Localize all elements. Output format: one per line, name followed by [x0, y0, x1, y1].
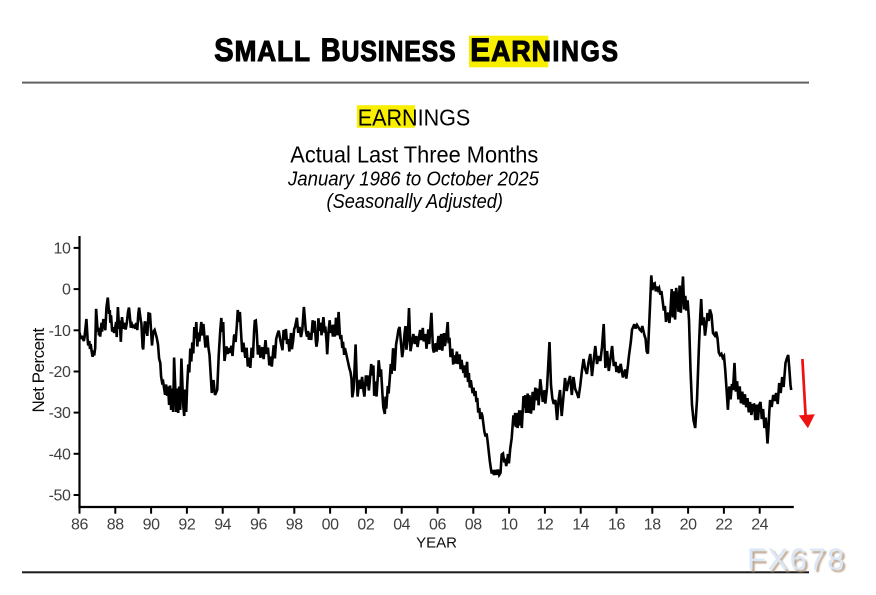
svg-text:INGS: INGS [553, 35, 620, 67]
svg-text:-50: -50 [49, 488, 71, 505]
svg-text:12: 12 [536, 516, 553, 533]
svg-text:-40: -40 [49, 446, 71, 463]
svg-text:EARN: EARN [470, 32, 552, 68]
svg-text:BUSINESS: BUSINESS [321, 33, 457, 68]
svg-text:SMALL: SMALL [214, 33, 311, 69]
svg-text:January 1986 to October 2025: January 1986 to October 2025 [287, 168, 539, 191]
svg-text:98: 98 [286, 516, 303, 533]
svg-text:22: 22 [715, 516, 732, 533]
svg-text:-30: -30 [49, 405, 71, 422]
svg-text:FX678: FX678 [749, 544, 848, 579]
svg-text:EARNINGS: EARNINGS [358, 105, 471, 131]
svg-text:FX678: FX678 [747, 542, 846, 577]
svg-text:92: 92 [178, 516, 195, 533]
svg-text:02: 02 [357, 516, 374, 533]
svg-text:16: 16 [608, 516, 625, 533]
svg-text:24: 24 [751, 516, 768, 533]
svg-text:10: 10 [501, 516, 518, 533]
svg-text:-10: -10 [49, 323, 71, 340]
svg-text:-20: -20 [49, 364, 71, 381]
svg-text:04: 04 [393, 516, 410, 533]
svg-text:(Seasonally Adjusted): (Seasonally Adjusted) [327, 190, 504, 213]
svg-text:18: 18 [644, 516, 661, 533]
svg-text:Net Percent: Net Percent [29, 327, 48, 412]
svg-text:20: 20 [680, 516, 697, 533]
svg-text:08: 08 [465, 516, 482, 533]
svg-text:00: 00 [322, 516, 339, 533]
svg-text:10: 10 [54, 240, 71, 257]
svg-text:86: 86 [71, 516, 88, 533]
svg-text:90: 90 [143, 516, 160, 533]
svg-text:96: 96 [250, 516, 267, 533]
svg-text:14: 14 [572, 516, 589, 533]
svg-text:0: 0 [62, 282, 71, 299]
svg-text:Actual Last Three Months: Actual Last Three Months [290, 142, 538, 168]
svg-text:94: 94 [214, 516, 231, 533]
svg-text:88: 88 [107, 516, 124, 533]
svg-text:06: 06 [429, 516, 446, 533]
svg-text:YEAR: YEAR [416, 535, 457, 552]
